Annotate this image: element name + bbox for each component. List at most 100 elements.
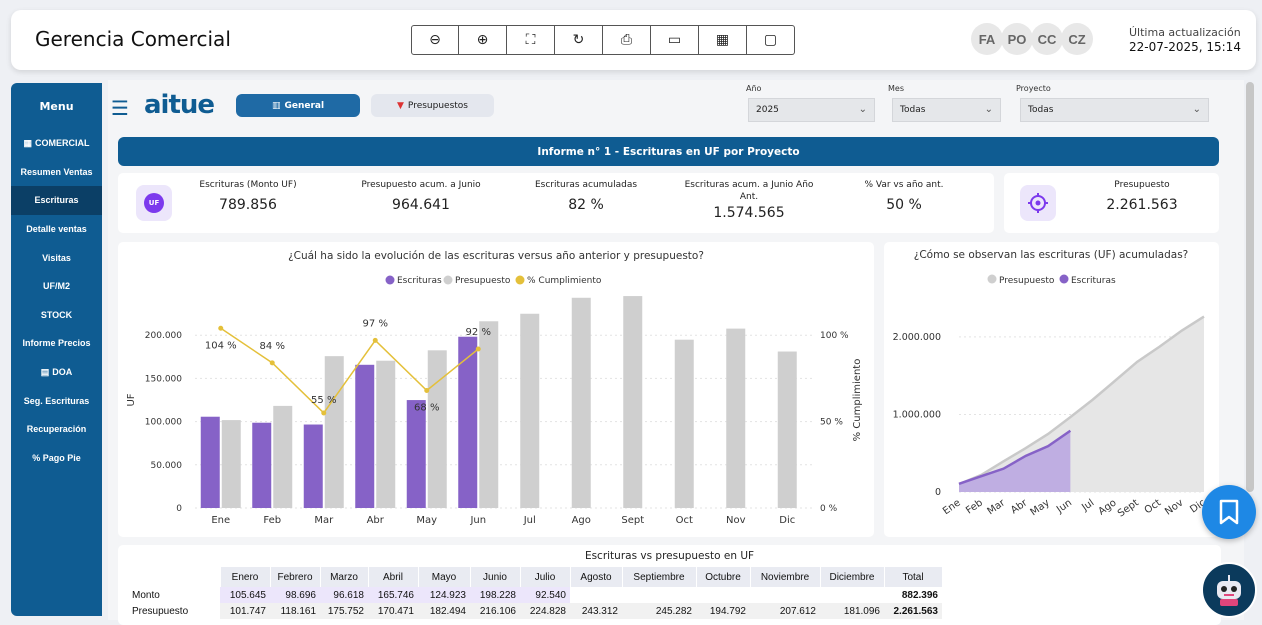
x-tick-label: Jun	[1054, 497, 1074, 516]
table-header-cell: Noviembre	[750, 567, 821, 587]
avatar[interactable]: PO	[1001, 23, 1033, 55]
y-tick-label: 50.000	[151, 461, 183, 471]
bar-presupuesto	[273, 405, 293, 508]
sidebar-item-informe-precios[interactable]: Informe Precios	[11, 329, 102, 358]
bar-escrituras	[252, 422, 272, 508]
refresh-icon: ↻	[572, 32, 585, 48]
x-tick-label: Oct	[1143, 497, 1164, 516]
bookmark-button[interactable]	[1202, 485, 1256, 539]
sidebar-item-resumen-ventas[interactable]: Resumen Ventas	[11, 158, 102, 187]
avatar[interactable]: FA	[971, 23, 1003, 55]
bar-presupuesto	[674, 339, 694, 508]
print-button[interactable]: ⎙	[603, 25, 651, 55]
bar-presupuesto	[376, 360, 396, 508]
ticket-button[interactable]: ▭	[651, 25, 699, 55]
x-tick-label: Ago	[572, 515, 591, 526]
assistant-bot-button[interactable]	[1201, 562, 1257, 618]
sidebar-item--pago-pie[interactable]: % Pago Pie	[11, 444, 102, 473]
kpi-presupuesto-acum-value: 964.641	[392, 197, 450, 213]
kpi-escrituras-acum-value: 82 %	[568, 197, 604, 213]
user-avatars: FA PO CC CZ	[971, 23, 1093, 55]
x-tick-label: Feb	[263, 515, 281, 526]
legend-marker	[1059, 274, 1069, 284]
tab-presupuestos-label: Presupuestos	[407, 100, 468, 111]
legend-marker	[987, 274, 997, 284]
sidebar-item-uf-m2[interactable]: UF/M2	[11, 272, 102, 301]
sidebar-item-label: Escrituras	[34, 195, 79, 206]
x-tick-label: Sept	[621, 515, 644, 526]
table-cell	[622, 587, 696, 603]
tab-presupuestos[interactable]: ▼ Presupuestos	[371, 94, 494, 117]
tab-general-label: General	[284, 100, 325, 111]
kpi-card-main: UF Escrituras (Monto UF) 789.856 Presupue…	[118, 173, 994, 233]
year-filter[interactable]: 2025 ⌄	[748, 98, 875, 122]
kpi-ano-anterior-label: Escrituras acum. a Junio Año Ant.	[684, 180, 814, 202]
sidebar-item-doa[interactable]: ▤ DOA	[11, 358, 102, 387]
data-label: 68 %	[414, 402, 439, 413]
sidebar-item-label: Detalle ventas	[26, 224, 87, 235]
table-cell: 194.792	[696, 603, 750, 619]
x-tick-label: Abr	[367, 515, 385, 526]
sidebar-item-escrituras[interactable]: Escrituras	[11, 186, 102, 215]
table-title: Escrituras vs presupuesto en UF	[584, 550, 755, 562]
sidebar-item-comercial[interactable]: ▦ COMERCIAL	[11, 129, 102, 158]
chart-title: ¿Cuál ha sido la evolución de las escrit…	[288, 250, 704, 262]
sidebar-item-recuperaci-n[interactable]: Recuperación	[11, 415, 102, 444]
budget-table-panel: Escrituras vs presupuesto en UF Enero Feb…	[118, 545, 1221, 625]
table-cell: 882.396	[901, 589, 938, 601]
tab-general[interactable]: ▥ General	[236, 94, 360, 117]
x-tick-label: Mar	[314, 515, 334, 526]
zoom-out-icon: ⊖	[429, 32, 441, 48]
sidebar-item-detalle-ventas[interactable]: Detalle ventas	[11, 215, 102, 244]
y-tick-label: 200.000	[145, 331, 182, 341]
chart-icon: ▥	[271, 100, 281, 111]
kpi-ano-anterior-value: 1.574.565	[713, 205, 785, 221]
sidebar-item-visitas[interactable]: Visitas	[11, 243, 102, 272]
y-axis-label: UF	[126, 393, 137, 406]
kpi-escrituras: Escrituras (Monto UF) 789.856	[190, 179, 306, 213]
zoom-in-button[interactable]: ⊕	[459, 25, 507, 55]
sidebar-menu-title: Menu	[39, 99, 74, 113]
table-header-row: Enero Febrero Marzo Abril Mayo Junio Julio Agos…	[128, 567, 943, 587]
month-filter[interactable]: Todas ⌄	[892, 98, 1001, 122]
robot-icon	[1217, 575, 1241, 606]
hamburger-menu-icon[interactable]: ☰	[111, 96, 129, 120]
sidebar-item-seg-escrituras[interactable]: Seg. Escrituras	[11, 386, 102, 415]
sidebar-item-label: Seg. Escrituras	[23, 395, 90, 406]
bar-escrituras	[303, 424, 323, 508]
table-row: Presupuesto 101.747 118.161 175.752 170.471 1…	[128, 603, 942, 619]
last-update: Última actualización 22-07-2025, 15:14	[1129, 26, 1241, 54]
legend-label: Escrituras	[397, 276, 442, 286]
kpi-escrituras-label: Escrituras (Monto UF)	[199, 180, 297, 190]
table-cell	[696, 587, 750, 603]
fullscreen-icon: ⛶	[525, 32, 536, 48]
kpi-var-value: 50 %	[886, 197, 922, 213]
line-cumplimiento	[220, 327, 479, 415]
kpi-card-presupuesto: Presupuesto 2.261.563	[1004, 173, 1219, 233]
x-tick-label: Sept	[1116, 497, 1141, 519]
data-label: 55 %	[311, 395, 336, 406]
sidebar-item-label: Informe Precios	[22, 338, 91, 349]
y2-axis-label: % Cumplimiento	[852, 359, 863, 442]
calendar-button[interactable]: ▦	[699, 25, 747, 55]
table-header-cell	[128, 567, 221, 587]
line-escrituras	[958, 429, 1072, 485]
table-cell: 105.645	[220, 587, 270, 603]
pin-icon: ▼	[397, 100, 404, 111]
avatar[interactable]: CZ	[1061, 23, 1093, 55]
zoom-out-button[interactable]: ⊖	[411, 25, 459, 55]
x-tick-label: Mar	[985, 497, 1007, 517]
fullscreen-button[interactable]: ⛶	[507, 25, 555, 55]
legend-marker	[385, 275, 395, 285]
point-cumplimiento	[475, 346, 481, 352]
sidebar-item-stock[interactable]: STOCK	[11, 301, 102, 330]
avatar[interactable]: CC	[1031, 23, 1063, 55]
x-tick-label: May	[416, 515, 437, 526]
top-bar: Gerencia Comercial ⊖ ⊕ ⛶ ↻ ⎙ ▭ ▦ ▢ FA PO CC CZ Últ…	[11, 10, 1256, 70]
sidebar-item-label: COMERCIAL	[35, 138, 90, 149]
scrollbar[interactable]	[1246, 82, 1254, 492]
comment-button[interactable]: ▢	[747, 25, 795, 55]
project-filter[interactable]: Todas ⌄	[1020, 98, 1209, 122]
refresh-button[interactable]: ↻	[555, 25, 603, 55]
table-cell: 182.494	[418, 603, 470, 619]
